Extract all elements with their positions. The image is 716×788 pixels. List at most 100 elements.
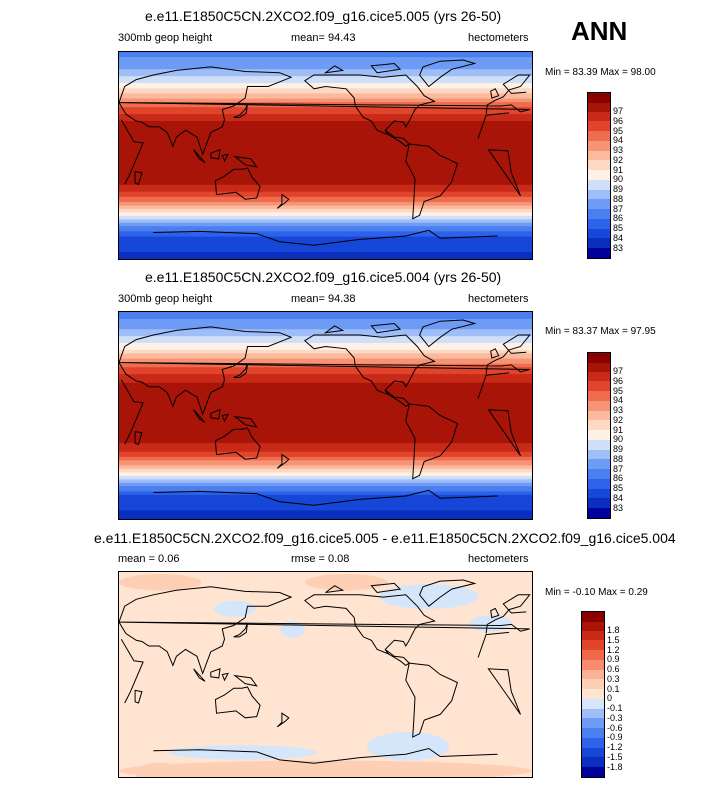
field-band — [119, 193, 532, 196]
field-band — [119, 343, 532, 346]
panel3-units: hectometers — [468, 553, 529, 565]
field-band — [119, 751, 532, 754]
field-band — [119, 654, 532, 657]
field-band — [119, 698, 532, 701]
field-band — [119, 703, 532, 706]
field-band — [119, 424, 532, 427]
colorbar-label: 96 — [613, 375, 624, 386]
field-band — [119, 377, 532, 380]
coastline-path — [276, 193, 290, 209]
coastline-path — [214, 167, 261, 200]
field-band — [119, 195, 532, 198]
coastline-path — [214, 686, 261, 719]
field-band — [119, 420, 532, 423]
field-band — [119, 635, 532, 638]
field-band — [119, 60, 532, 63]
colorbar-label: 88 — [613, 193, 624, 204]
field-band — [119, 517, 532, 519]
field-band — [119, 351, 532, 354]
colorbar-swatch — [587, 189, 611, 200]
colorbar-swatch — [581, 679, 605, 690]
field-band — [119, 753, 532, 756]
field-band — [119, 510, 532, 513]
field-band — [119, 133, 532, 136]
field-band — [119, 642, 532, 645]
colorbar-label: 1.5 — [607, 634, 620, 645]
field-band — [119, 74, 532, 77]
field-band — [119, 365, 532, 368]
field-band — [119, 117, 532, 120]
field-band — [119, 695, 532, 698]
colorbar-swatch — [587, 391, 611, 401]
field-band — [119, 374, 532, 377]
field-band — [119, 660, 532, 664]
field-band — [119, 486, 532, 489]
field-band — [119, 210, 532, 214]
field-band — [119, 467, 532, 470]
field-band — [119, 451, 532, 455]
field-band — [119, 756, 532, 759]
field-band — [119, 417, 532, 420]
field-band — [119, 382, 532, 386]
field-band — [119, 233, 532, 236]
colorbar-label: 89 — [613, 184, 624, 195]
colorbar-label: 97 — [613, 106, 624, 117]
field-band — [119, 633, 532, 636]
coastline-path — [134, 689, 143, 704]
field-band — [119, 324, 532, 327]
colorbar-swatch — [587, 140, 611, 151]
field-band — [119, 389, 532, 392]
colorbar-swatch — [587, 459, 611, 470]
field-band — [119, 645, 532, 648]
field-band — [119, 498, 532, 501]
colorbar-swatch — [587, 179, 611, 190]
field-band — [119, 165, 532, 169]
panel1-units: hectometers — [468, 32, 529, 44]
field-band — [119, 148, 532, 151]
colorbar-swatch — [587, 209, 611, 219]
colorbar-label: 1.2 — [607, 644, 620, 655]
field-band — [119, 616, 532, 619]
field-band — [119, 253, 532, 257]
field-band — [119, 572, 532, 575]
field-band — [119, 381, 532, 384]
field-band — [119, 489, 532, 492]
field-band — [119, 221, 532, 224]
field-band — [119, 241, 532, 245]
panel2-left-label: 300mb geop height — [118, 293, 213, 305]
field-band — [119, 152, 532, 155]
field-band — [119, 493, 532, 496]
field-band — [119, 177, 532, 181]
colorbar-label: 89 — [613, 444, 624, 455]
field-band — [119, 336, 532, 339]
field-band — [119, 229, 532, 232]
field-band — [119, 443, 532, 446]
coastline-path — [120, 372, 521, 457]
field-band — [119, 379, 532, 382]
field-band — [119, 384, 532, 387]
difference-contour — [304, 574, 388, 591]
field-band — [119, 455, 532, 458]
field-band — [119, 618, 532, 621]
field-band — [119, 238, 532, 241]
field-band — [119, 665, 532, 669]
field-band — [119, 462, 532, 465]
field-band — [119, 76, 532, 79]
colorbar-label: 93 — [613, 145, 624, 156]
difference-contour — [379, 584, 479, 609]
field-band — [119, 739, 532, 742]
field-band — [119, 257, 532, 259]
field-band — [119, 337, 532, 341]
field-band — [119, 487, 532, 491]
panel1-map — [118, 51, 533, 260]
field-band — [119, 396, 532, 399]
colorbar-label: 92 — [613, 154, 624, 165]
field-band — [119, 81, 532, 84]
field-band — [119, 252, 532, 255]
field-band — [119, 405, 532, 408]
field-band — [119, 393, 532, 396]
field-band — [119, 460, 532, 463]
panel1-colorbar: 83 84 85 86 87 88 89 90 91 92 93 94 95 96 97 — [587, 92, 647, 259]
field-band — [119, 475, 532, 479]
field-band — [119, 613, 532, 616]
